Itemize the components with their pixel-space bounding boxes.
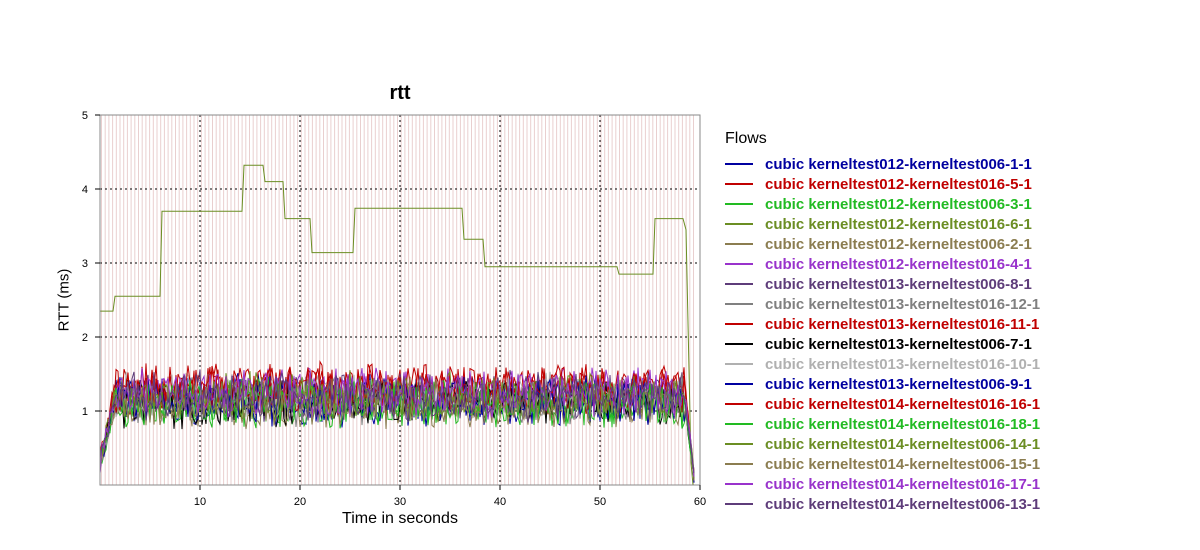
legend-swatch [725,163,753,165]
legend-item: cubic kerneltest013-kerneltest006-7-1 [725,334,1195,354]
x-tick-label: 40 [494,496,506,508]
legend-item: cubic kerneltest012-kerneltest016-4-1 [725,254,1195,274]
legend-item: cubic kerneltest013-kerneltest016-12-1 [725,294,1195,314]
legend-item: cubic kerneltest014-kerneltest016-18-1 [725,414,1195,434]
x-tick-label: 60 [694,496,706,508]
legend-swatch [725,183,753,185]
legend-swatch [725,223,753,225]
legend-swatch [725,443,753,445]
y-tick-label: 3 [82,258,88,270]
legend-item: cubic kerneltest014-kerneltest006-14-1 [725,434,1195,454]
x-tick-label: 10 [194,496,206,508]
legend-item: cubic kerneltest013-kerneltest016-11-1 [725,314,1195,334]
legend-item: cubic kerneltest014-kerneltest006-15-1 [725,454,1195,474]
legend-swatch [725,303,753,305]
legend-swatch [725,323,753,325]
legend-swatch [725,343,753,345]
legend-label: cubic kerneltest013-kerneltest016-10-1 [765,355,1041,373]
legend-label: cubic kerneltest014-kerneltest016-17-1 [765,475,1041,493]
legend-swatch [725,363,753,365]
series-line-4 [100,164,694,486]
legend-item: cubic kerneltest012-kerneltest006-2-1 [725,234,1195,254]
legend-item: cubic kerneltest013-kerneltest006-9-1 [725,374,1195,394]
legend-label: cubic kerneltest013-kerneltest006-9-1 [765,375,1032,393]
legend-label: cubic kerneltest012-kerneltest016-5-1 [765,175,1032,193]
legend-item: cubic kerneltest014-kerneltest006-13-1 [725,494,1195,514]
legend-swatch [725,483,753,485]
x-axis-label: Time in seconds [342,510,458,527]
legend: Flows cubic kerneltest012-kerneltest006-… [725,130,1195,514]
x-tick-label: 50 [594,496,606,508]
x-tick-label: 30 [394,496,406,508]
legend-label: cubic kerneltest013-kerneltest016-12-1 [765,295,1041,313]
legend-item: cubic kerneltest012-kerneltest006-3-1 [725,194,1195,214]
y-tick-label: 5 [82,110,88,122]
legend-label: cubic kerneltest013-kerneltest016-11-1 [765,315,1040,333]
y-tick-label: 1 [82,406,88,418]
legend-item: cubic kerneltest013-kerneltest006-8-1 [725,274,1195,294]
legend-label: cubic kerneltest014-kerneltest006-15-1 [765,455,1041,473]
legend-item: cubic kerneltest014-kerneltest016-17-1 [725,474,1195,494]
legend-swatch [725,463,753,465]
legend-item: cubic kerneltest012-kerneltest016-5-1 [725,174,1195,194]
legend-label: cubic kerneltest013-kerneltest006-7-1 [765,335,1032,353]
legend-item: cubic kerneltest012-kerneltest006-1-1 [725,154,1195,174]
legend-swatch [725,503,753,505]
legend-label: cubic kerneltest012-kerneltest006-1-1 [765,155,1032,173]
legend-item: cubic kerneltest012-kerneltest016-6-1 [725,214,1195,234]
legend-swatch [725,383,753,385]
legend-items: cubic kerneltest012-kerneltest006-1-1 cub… [725,154,1195,514]
background-stripes [101,115,694,485]
legend-label: cubic kerneltest012-kerneltest016-6-1 [765,215,1032,233]
axis-ticks: 10 20 30 40 50 60 1 2 3 4 5 [82,110,706,508]
y-axis-label: RTT (ms) [55,268,73,332]
chart-title: rtt [389,82,411,104]
legend-label: cubic kerneltest014-kerneltest006-14-1 [765,435,1041,453]
legend-label: cubic kerneltest012-kerneltest006-2-1 [765,235,1032,253]
legend-swatch [725,243,753,245]
legend-swatch [725,283,753,285]
series-lines [99,164,695,486]
series-line-18 [99,369,695,473]
legend-label: cubic kerneltest013-kerneltest006-8-1 [765,275,1032,293]
legend-label: cubic kerneltest014-kerneltest016-18-1 [765,415,1041,433]
legend-item: cubic kerneltest014-kerneltest016-16-1 [725,394,1195,414]
legend-label: cubic kerneltest014-kerneltest006-13-1 [765,495,1041,513]
legend-swatch [725,263,753,265]
x-tick-label: 20 [294,496,306,508]
y-tick-label: 2 [82,332,88,344]
legend-swatch [725,423,753,425]
legend-label: cubic kerneltest012-kerneltest016-4-1 [765,255,1032,273]
legend-title: Flows [725,130,767,147]
legend-item: cubic kerneltest013-kerneltest016-10-1 [725,354,1195,374]
legend-label: cubic kerneltest014-kerneltest016-16-1 [765,395,1041,413]
legend-swatch [725,203,753,205]
legend-swatch [725,403,753,405]
legend-label: cubic kerneltest012-kerneltest006-3-1 [765,195,1032,213]
y-tick-label: 4 [82,184,88,196]
